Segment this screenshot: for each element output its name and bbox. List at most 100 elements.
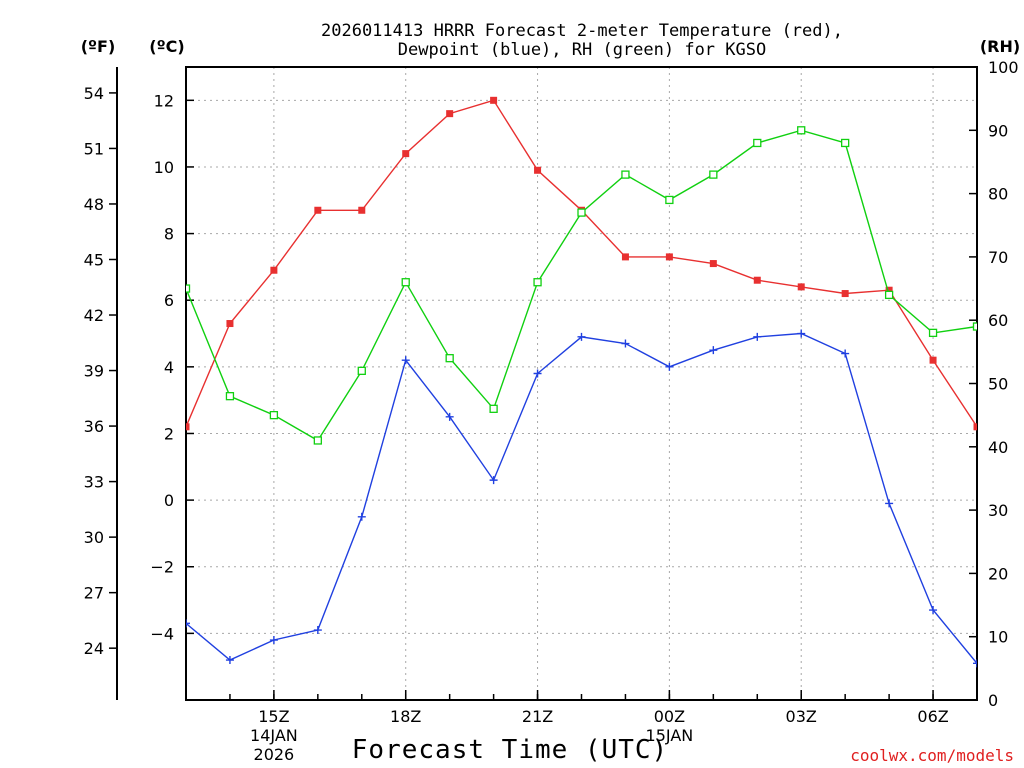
x-tick-label: 18Z [390,707,421,726]
data-point-temperature [929,356,937,364]
fahrenheit-tick-label: 45 [84,250,104,269]
fahrenheit-tick-label: 30 [84,528,104,547]
data-point-temperature [709,260,717,268]
data-point-temperature [753,276,761,284]
data-point-dewpoint [313,626,322,635]
data-point-temperature [270,266,278,274]
data-point-rh [665,195,674,205]
rh-tick-label: 60 [988,311,1008,330]
fahrenheit-tick-label: 33 [84,473,104,492]
data-point-rh [186,284,191,293]
fahrenheit-tick-label: 36 [84,417,104,436]
series-line-rh [186,129,977,442]
data-point-temperature [621,253,629,261]
rh-tick-label: 30 [988,501,1008,520]
rh-unit-label: (RH) [980,37,1020,56]
fahrenheit-tick-label: 27 [84,584,104,603]
celsius-tick-label: −4 [150,624,174,643]
celsius-tick-label: 2 [164,424,174,443]
celsius-tick-label: 10 [154,158,174,177]
fahrenheit-tick-label: 48 [84,195,104,214]
data-point-temperature [358,206,366,214]
celsius-tick-label: 12 [154,91,174,110]
celsius-tick-label: 4 [164,358,174,377]
gridlines [186,67,977,700]
data-point-dewpoint [753,332,762,341]
data-point-dewpoint [665,362,674,371]
data-point-rh [577,208,586,217]
data-point-dewpoint [621,339,630,348]
rh-tick-label: 40 [988,438,1008,457]
data-point-dewpoint [186,619,190,628]
data-point-rh [841,138,850,148]
x-tick-label: 03Z [786,707,817,726]
data-point-rh [709,170,718,179]
series-temperature [186,96,977,431]
data-point-rh [445,354,454,363]
data-point-dewpoint [269,636,278,645]
axes: 5451484542393633302724121086420−2−410090… [84,58,1019,764]
series-dewpoint [186,329,977,668]
data-point-rh [928,328,938,338]
rh-tick-label: 0 [988,691,998,710]
data-point-rh [269,410,279,420]
chart-title-line1: 2026011413 HRRR Forecast 2-meter Tempera… [321,21,843,41]
series-line-dewpoint [186,332,977,664]
x-tick-date: 15JAN [646,726,694,745]
fahrenheit-tick-label: 24 [84,639,104,658]
data-point-temperature [402,150,410,158]
data-point-rh [225,392,235,401]
data-point-dewpoint [225,656,234,665]
data-series [186,96,977,668]
celsius-tick-label: 8 [164,225,174,244]
x-axis-label: Forecast Time (UTC) [352,735,668,765]
series-rh [186,126,977,445]
data-point-temperature [186,423,190,431]
data-point-rh [357,366,366,375]
data-point-dewpoint [357,512,366,521]
data-point-temperature [885,286,893,294]
rh-tick-label: 70 [988,248,1008,267]
data-point-rh [972,322,977,331]
rh-tick-label: 80 [988,185,1008,204]
data-point-dewpoint [445,412,454,421]
data-point-rh [797,126,806,135]
fahrenheit-tick-label: 42 [84,306,104,325]
data-point-rh [533,278,542,287]
data-point-dewpoint [797,329,806,338]
rh-tick-label: 50 [988,375,1008,394]
x-tick-label: 00Z [654,707,685,726]
x-tick-label: 06Z [917,707,948,726]
data-point-dewpoint [709,346,718,355]
data-point-temperature [665,253,673,261]
fahrenheit-tick-label: 51 [84,139,104,158]
data-point-temperature [841,290,849,298]
fahrenheit-unit-label: (ºF) [81,37,116,56]
chart-title-line2: Dewpoint (blue), RH (green) for KGSO [398,40,766,60]
data-point-rh [753,138,762,148]
series-line-temperature [186,99,977,428]
data-point-dewpoint [533,369,542,378]
fahrenheit-tick-label: 54 [84,84,104,103]
data-point-dewpoint [577,332,586,341]
fahrenheit-tick-label: 39 [84,362,104,381]
data-point-dewpoint [885,499,894,508]
data-point-temperature [314,206,322,214]
data-point-temperature [534,166,542,174]
plot-frame [185,66,978,701]
x-tick-date: 14JAN [250,726,298,745]
data-point-temperature [226,320,234,328]
data-point-dewpoint [401,356,410,365]
credit-text: coolwx.com/models [850,746,1014,765]
x-tick-label: 21Z [522,707,553,726]
data-point-rh [489,404,498,413]
data-point-dewpoint [973,659,977,668]
x-tick-year: 2026 [254,745,295,764]
rh-tick-label: 10 [988,628,1008,647]
celsius-tick-label: 0 [164,491,174,510]
data-point-rh [884,290,894,300]
data-point-rh [313,436,322,445]
data-point-temperature [797,283,805,291]
rh-tick-label: 100 [988,58,1019,77]
